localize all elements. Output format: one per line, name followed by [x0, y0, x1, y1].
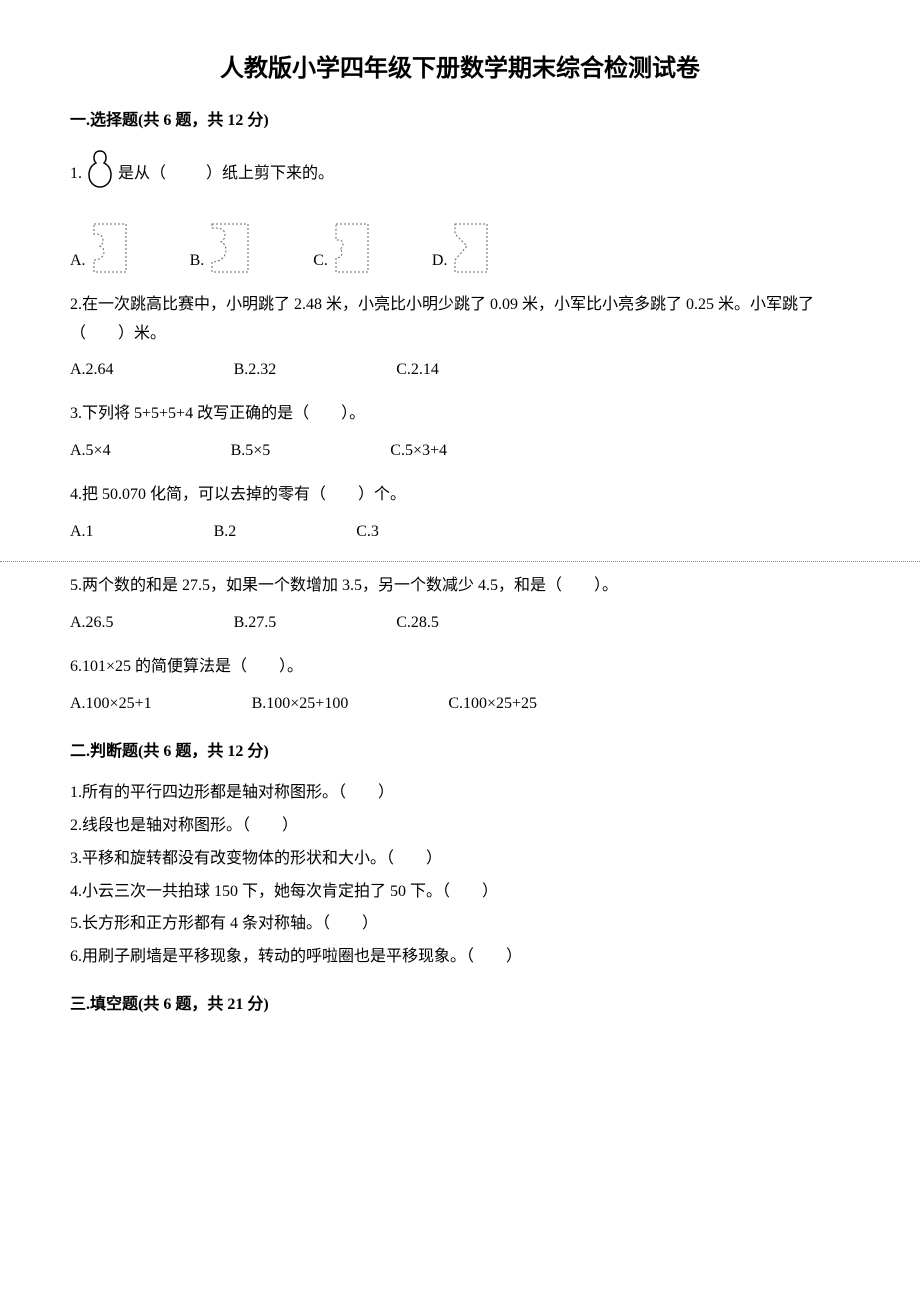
question-3: 3.下列将 5+5+5+4 改写正确的是（ ）。 A.5×4 B.5×5 C.5…	[70, 400, 850, 466]
judge-item-2: 2.线段也是轴对称图形。（ ）	[70, 812, 850, 841]
dotted-divider	[0, 561, 920, 562]
judge-item-5: 5.长方形和正方形都有 4 条对称轴。（ ）	[70, 910, 850, 939]
question-5: 5.两个数的和是 27.5，如果一个数增加 3.5，另一个数减少 4.5，和是（…	[70, 572, 850, 638]
q2-text: 2.在一次跳高比赛中，小明跳了 2.48 米，小亮比小明少跳了 0.09 米，小…	[70, 291, 850, 349]
judge-item-4: 4.小云三次一共拍球 150 下，她每次肯定拍了 50 下。（ ）	[70, 878, 850, 907]
q3-option-b: B.5×5	[231, 437, 271, 466]
q1-number: 1.	[70, 160, 82, 189]
question-6: 6.101×25 的简便算法是（ ）。 A.100×25+1 B.100×25+…	[70, 653, 850, 719]
q6-option-a: A.100×25+1	[70, 690, 152, 719]
option-d: D.	[432, 220, 492, 276]
shape-c-icon	[332, 220, 372, 276]
shape-d-icon	[451, 220, 491, 276]
option-c: C.	[313, 220, 372, 276]
q3-text: 3.下列将 5+5+5+4 改写正确的是（ ）。	[70, 400, 850, 429]
gourd-icon	[86, 149, 114, 200]
q4-option-b: B.2	[214, 518, 237, 547]
q3-option-a: A.5×4	[70, 437, 111, 466]
document-title: 人教版小学四年级下册数学期末综合检测试卷	[70, 50, 850, 88]
q6-option-b: B.100×25+100	[252, 690, 349, 719]
q6-text: 6.101×25 的简便算法是（ ）。	[70, 653, 850, 682]
question-1: 1. 是从（ ）纸上剪下来的。 A. B. C.	[70, 149, 850, 276]
judge-item-1: 1.所有的平行四边形都是轴对称图形。（ ）	[70, 779, 850, 808]
q4-option-a: A.1	[70, 518, 94, 547]
judge-item-3: 3.平移和旋转都没有改变物体的形状和大小。（ ）	[70, 845, 850, 874]
option-b: B.	[190, 220, 254, 276]
shape-a-icon	[90, 220, 130, 276]
option-c-label: C.	[313, 247, 328, 276]
shape-b-icon	[208, 220, 253, 276]
option-d-label: D.	[432, 247, 448, 276]
option-a-label: A.	[70, 247, 86, 276]
judge-list: 1.所有的平行四边形都是轴对称图形。（ ） 2.线段也是轴对称图形。（ ） 3.…	[70, 779, 850, 972]
section-judge-header: 二.判断题(共 6 题，共 12 分)	[70, 739, 850, 765]
q1-after: ）纸上剪下来的。	[206, 160, 334, 189]
q4-text: 4.把 50.070 化简，可以去掉的零有（ ）个。	[70, 481, 850, 510]
q5-option-b: B.27.5	[234, 609, 277, 638]
option-b-label: B.	[190, 247, 205, 276]
option-a: A.	[70, 220, 130, 276]
q5-option-a: A.26.5	[70, 609, 114, 638]
q2-option-a: A.2.64	[70, 356, 114, 385]
question-4: 4.把 50.070 化简，可以去掉的零有（ ）个。 A.1 B.2 C.3	[70, 481, 850, 547]
q2-option-c: C.2.14	[396, 356, 439, 385]
judge-item-6: 6.用刷子刷墙是平移现象，转动的呼啦圈也是平移现象。（ ）	[70, 943, 850, 972]
q1-before: 是从（	[118, 160, 166, 189]
q2-option-b: B.2.32	[234, 356, 277, 385]
q5-text: 5.两个数的和是 27.5，如果一个数增加 3.5，另一个数减少 4.5，和是（…	[70, 572, 850, 601]
question-2: 2.在一次跳高比赛中，小明跳了 2.48 米，小亮比小明少跳了 0.09 米，小…	[70, 291, 850, 385]
q4-option-c: C.3	[356, 518, 379, 547]
section-choice-header: 一.选择题(共 6 题，共 12 分)	[70, 108, 850, 134]
section-fill-header: 三.填空题(共 6 题，共 21 分)	[70, 992, 850, 1018]
q6-option-c: C.100×25+25	[448, 690, 537, 719]
q3-option-c: C.5×3+4	[390, 437, 447, 466]
q5-option-c: C.28.5	[396, 609, 439, 638]
